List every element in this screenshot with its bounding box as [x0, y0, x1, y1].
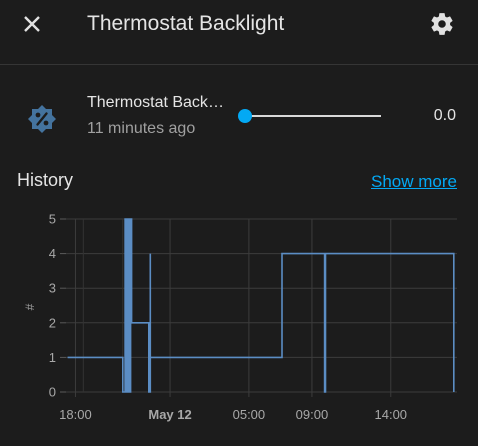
slider-track[interactable] — [245, 115, 381, 117]
x-tick-label: 14:00 — [375, 407, 408, 422]
y-tick-label: 3 — [49, 281, 56, 296]
series-line[interactable] — [67, 218, 455, 393]
chart-series — [67, 218, 455, 393]
x-tick-label: 09:00 — [296, 407, 329, 422]
dialog-title: Thermostat Backlight — [87, 12, 285, 35]
y-tick-label: 2 — [49, 315, 56, 330]
history-heading: History — [17, 170, 74, 190]
y-tick-label: 5 — [49, 212, 56, 227]
close-icon — [24, 16, 40, 32]
close-button[interactable] — [12, 4, 52, 44]
x-axis-ticks: 18:00 May 12 05:00 09:00 14:00 — [59, 407, 407, 422]
x-tick-label: 05:00 — [233, 407, 266, 422]
chart-grid — [60, 218, 457, 397]
y-axis-ticks: 0 1 2 3 4 5 — [49, 212, 56, 400]
slider-thumb[interactable] — [238, 109, 252, 123]
gear-icon — [431, 13, 453, 35]
y-axis-label: # — [23, 303, 37, 310]
settings-button[interactable] — [422, 4, 462, 44]
history-chart: 0 1 2 3 4 5 18:00 May 12 05:00 09:00 14:00 # — [23, 212, 457, 422]
brightness-percent-icon — [27, 104, 57, 134]
y-tick-label: 0 — [49, 385, 56, 400]
dialog-header: Thermostat Backlight — [0, 0, 478, 65]
entity-row: Thermostat Backlight 11 minutes ago 0.0 — [0, 86, 478, 146]
value-slider[interactable] — [237, 106, 383, 126]
y-tick-label: 1 — [49, 350, 56, 365]
entity-value: 0.0 — [433, 107, 456, 124]
show-more-link[interactable]: Show more — [371, 172, 457, 191]
entity-name[interactable]: Thermostat Backlight — [87, 94, 225, 111]
y-tick-label: 4 — [49, 246, 56, 261]
entity-last-changed: 11 minutes ago — [87, 120, 196, 137]
x-tick-label: May 12 — [148, 407, 191, 422]
x-tick-label: 18:00 — [59, 407, 92, 422]
